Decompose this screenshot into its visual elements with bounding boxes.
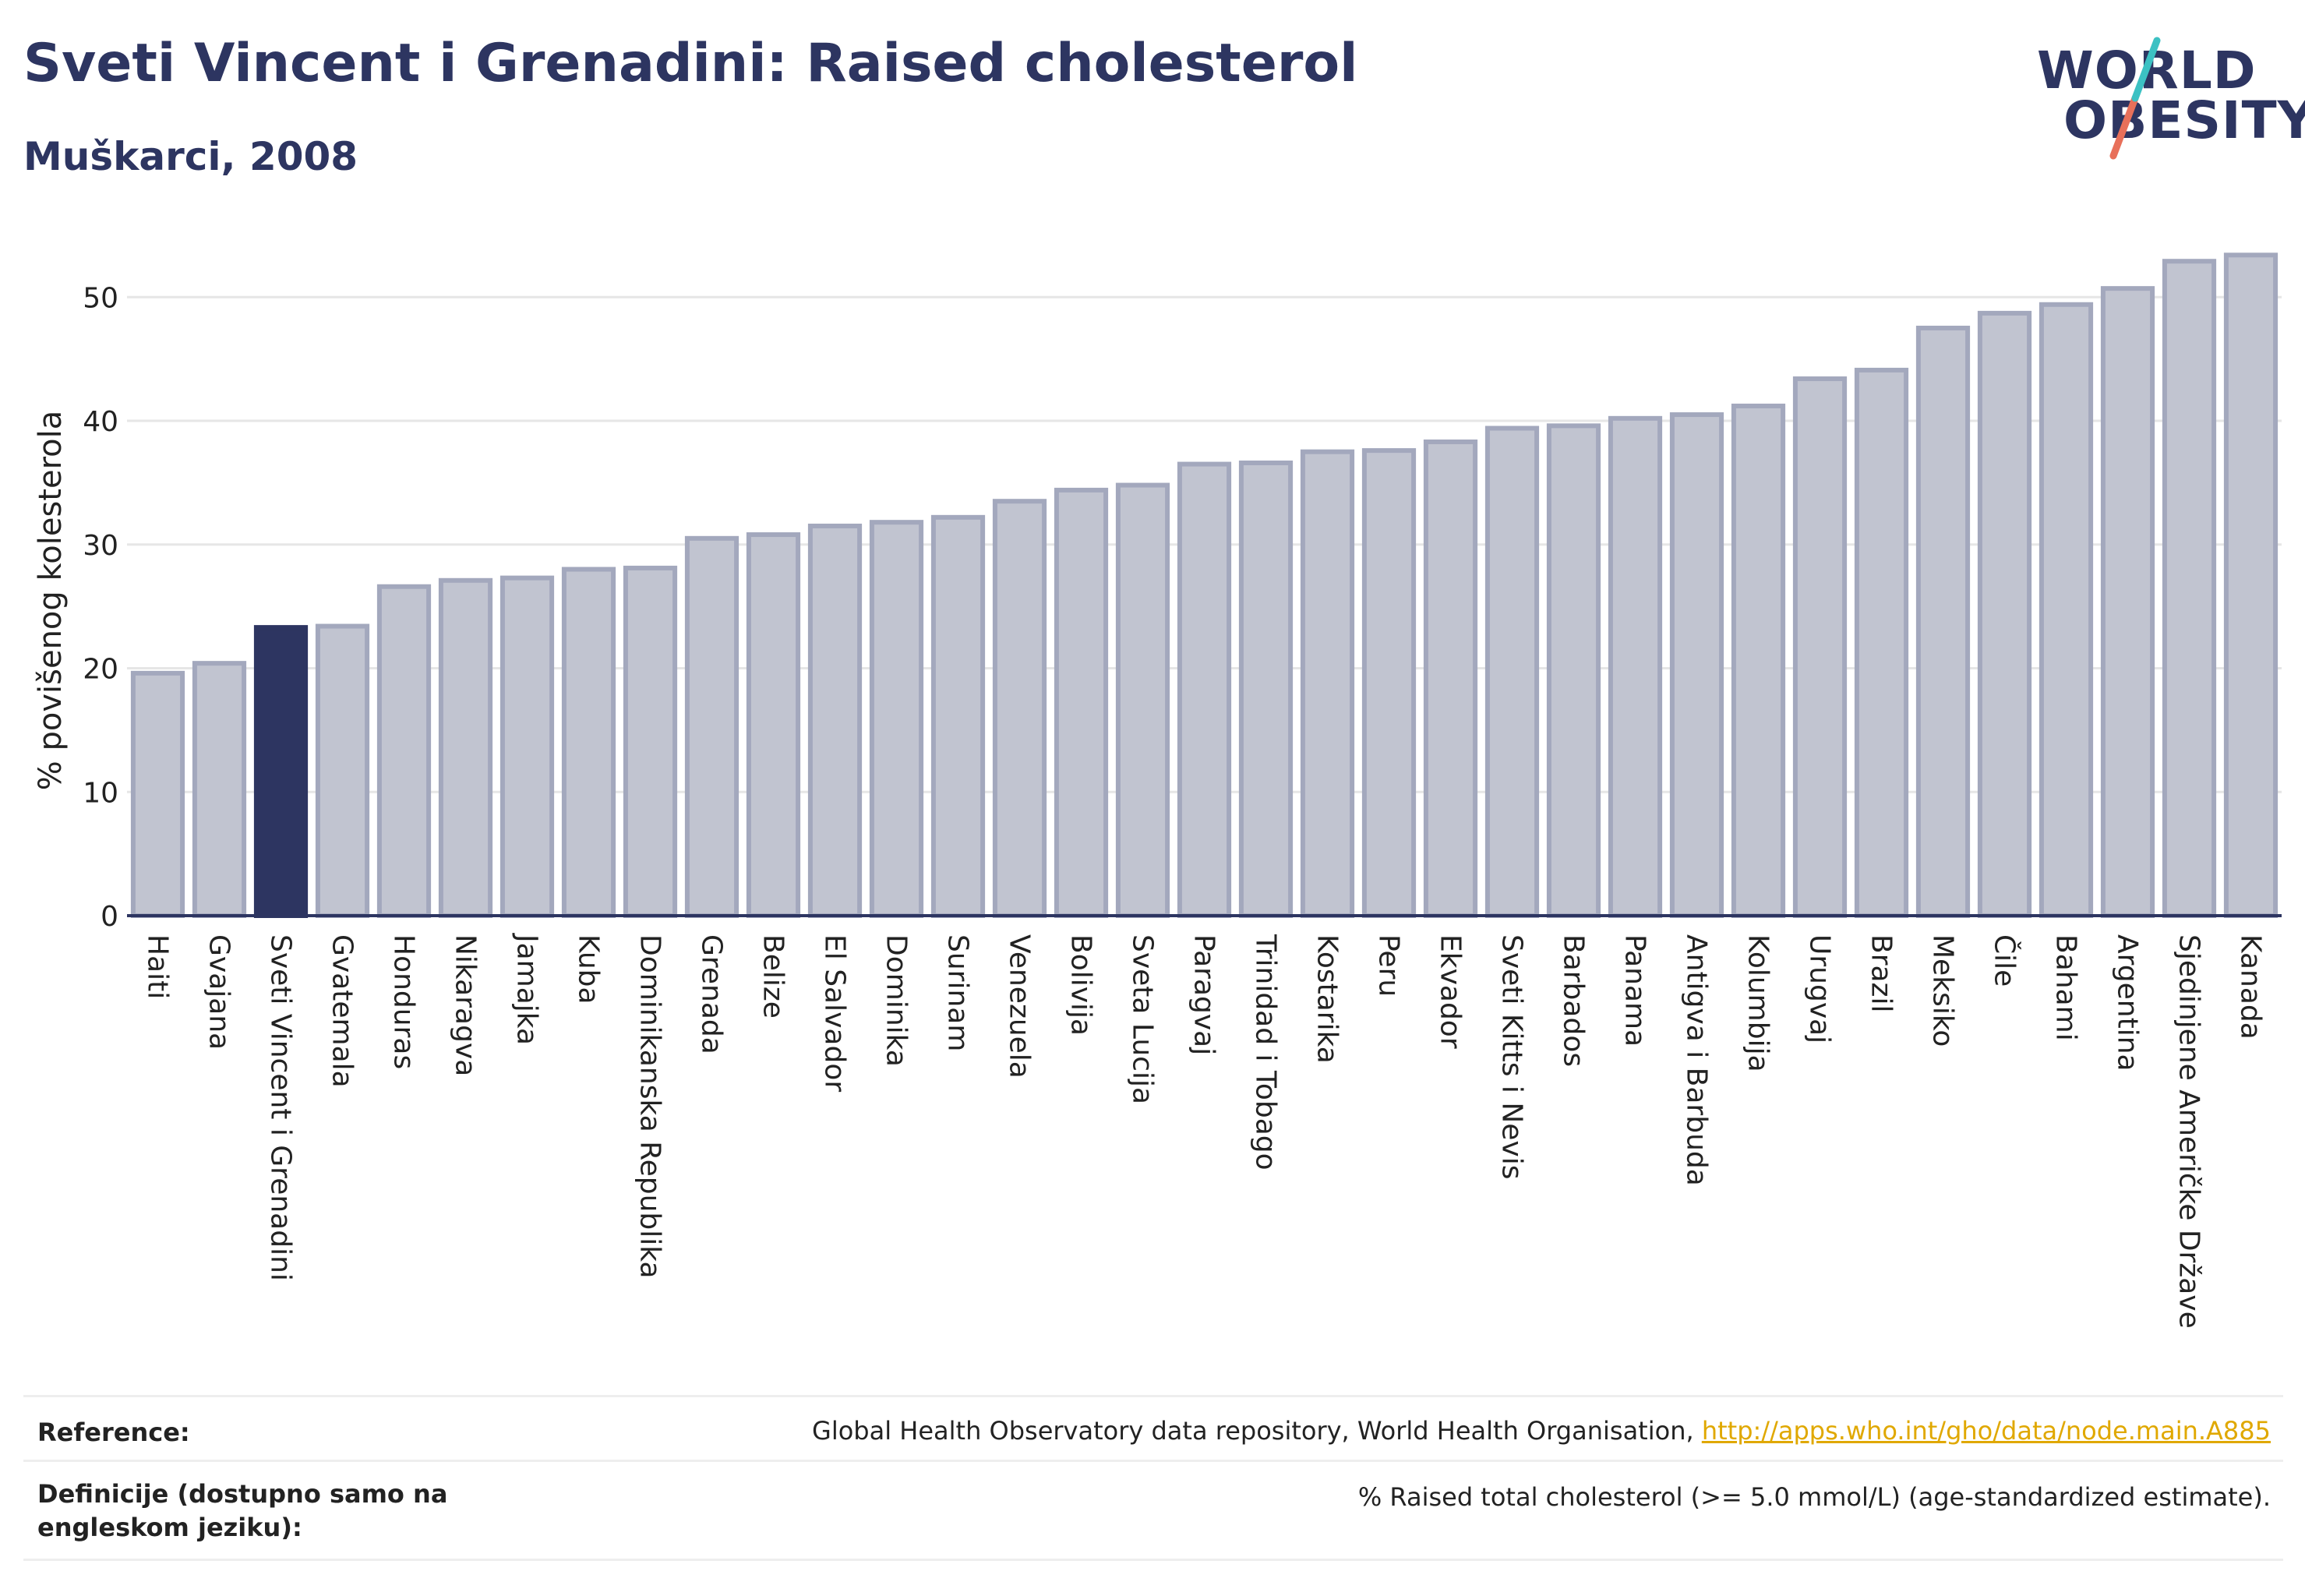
x-category-label: Panama: [1619, 934, 1651, 1047]
bar-haiti[interactable]: [130, 670, 185, 918]
x-category-label: Kanada: [2235, 934, 2267, 1040]
reference-label: Reference:: [37, 1418, 190, 1447]
bar-honduras[interactable]: [376, 584, 432, 918]
x-category-label: Surinam: [942, 934, 974, 1051]
y-tick-label: 30: [83, 530, 118, 562]
logo-line-2: OBESITY: [2063, 90, 2305, 150]
x-category-label: Bahami: [2050, 934, 2082, 1041]
bar-dominika[interactable]: [869, 520, 924, 918]
x-category-label: Sveti Kitts i Nevis: [1496, 934, 1528, 1180]
bar-belize[interactable]: [746, 532, 801, 918]
x-category-label: Ekvador: [1435, 934, 1467, 1049]
bar-meksiko[interactable]: [1915, 325, 1971, 918]
x-category-label: Kolumbija: [1742, 934, 1774, 1072]
x-category-label: Argentina: [2112, 934, 2144, 1072]
x-category-label: Urugvaj: [1804, 934, 1836, 1043]
y-tick-labels: 0 10 20 30 40 50: [83, 282, 118, 933]
bar-venezuela[interactable]: [992, 499, 1047, 918]
x-category-label: Sveti Vincent i Grenadini: [265, 934, 297, 1281]
bar-sveti-kitts-i-nevis[interactable]: [1484, 425, 1540, 918]
x-category-label: Čile: [1989, 934, 2021, 987]
bar-brazil[interactable]: [1854, 367, 1909, 919]
bar-dominikanska-republika[interactable]: [623, 565, 678, 918]
definition-row: Definicije (dostupno samo na engleskom j…: [23, 1460, 2283, 1561]
bar--ile[interactable]: [1977, 310, 2032, 918]
x-category-label: Meksiko: [1927, 934, 1959, 1047]
bar-trinidad-i-tobago[interactable]: [1238, 460, 1294, 919]
bar-barbados[interactable]: [1546, 423, 1601, 919]
bar-grenada[interactable]: [684, 535, 740, 918]
x-category-label: Belize: [757, 934, 789, 1019]
reference-value: Global Health Observatory data repositor…: [812, 1416, 2271, 1446]
x-category-label: Bolivija: [1065, 934, 1097, 1036]
x-category-label: Venezuela: [1004, 934, 1036, 1079]
bar-urugvaj[interactable]: [1792, 376, 1848, 918]
bar-sjedinjene-ameri-ke-dr-ave[interactable]: [2162, 259, 2217, 918]
bar-kolumbija[interactable]: [1731, 403, 1786, 918]
bar-sveta-lucija[interactable]: [1115, 482, 1170, 918]
bar-el-salvador[interactable]: [807, 523, 863, 918]
x-category-label: Haiti: [142, 934, 174, 999]
x-category-label: Nikaragva: [450, 934, 482, 1076]
y-tick-label: 40: [83, 406, 118, 438]
x-category-label: Grenada: [696, 934, 728, 1054]
y-tick-label: 10: [83, 777, 118, 809]
reference-row: Reference: Global Health Observatory dat…: [23, 1395, 2283, 1462]
y-tick-label: 20: [83, 654, 118, 686]
logo-slash-icon: [2109, 37, 2161, 160]
bar-bolivija[interactable]: [1054, 487, 1109, 918]
bar-kuba[interactable]: [561, 567, 616, 918]
bar-sveti-vincent-i-grenadini[interactable]: [253, 625, 309, 918]
bar-antigva-i-barbuda[interactable]: [1669, 412, 1724, 918]
page-subtitle: Muškarci, 2008: [23, 134, 358, 179]
bar-kanada[interactable]: [2223, 252, 2279, 918]
bar-ekvador[interactable]: [1423, 439, 1478, 918]
definition-value: % Raised total cholesterol (>= 5.0 mmol/…: [1357, 1482, 2271, 1512]
reference-link[interactable]: http://apps.who.int/gho/data/node.main.A…: [1701, 1416, 2271, 1446]
x-category-label: Gvatemala: [327, 934, 358, 1088]
x-category-label: Dominika: [881, 934, 912, 1067]
x-category-label: Jamajka: [511, 933, 543, 1045]
bar-jamajka[interactable]: [499, 575, 555, 918]
definition-label: Definicije (dostupno samo na engleskom j…: [37, 1479, 448, 1543]
y-axis-label: % povišenog kolesterola: [33, 411, 69, 790]
x-category-label: Dominikanska Republika: [634, 934, 666, 1279]
x-category-label: Honduras: [388, 934, 420, 1069]
x-category-label: Brazil: [1866, 934, 1897, 1012]
bar-paragvaj[interactable]: [1177, 461, 1232, 918]
bar-panama[interactable]: [1608, 415, 1663, 918]
x-category-label: Trinidad i Tobago: [1250, 934, 1282, 1171]
bar-nikaragva[interactable]: [438, 577, 493, 918]
x-category-label: Paragvaj: [1188, 934, 1220, 1055]
bar-gvatemala[interactable]: [315, 623, 370, 919]
bar-gvajana[interactable]: [192, 661, 247, 919]
y-tick-label: 50: [83, 282, 118, 314]
reference-text: Global Health Observatory data repositor…: [812, 1416, 1702, 1446]
y-tick-label: 0: [101, 901, 118, 933]
x-category-label: Kuba: [573, 934, 605, 1005]
x-category-label: Barbados: [1558, 934, 1590, 1067]
x-category-label: Sveta Lucija: [1127, 934, 1159, 1104]
x-category-label: Antigva i Barbuda: [1681, 934, 1713, 1186]
bar-kostarika[interactable]: [1300, 449, 1355, 918]
x-category-label: Kostarika: [1311, 934, 1343, 1064]
page-title: Sveti Vincent i Grenadini: Raised choles…: [23, 33, 1358, 94]
bar-peru[interactable]: [1361, 448, 1417, 919]
bar-chart: 0 10 20 30 40 50 Haiti Gvajana Sveti Vincent i …: [33, 252, 2282, 1329]
bar-argentina[interactable]: [2100, 286, 2155, 918]
x-category-label: Gvajana: [203, 934, 235, 1050]
bars: [130, 252, 2279, 919]
bar-bahami[interactable]: [2038, 302, 2094, 918]
x-category-label: Sjedinjene Američke Države: [2173, 934, 2205, 1329]
world-obesity-logo: WORLD OBESITY: [2026, 31, 2305, 164]
x-category-labels: Haiti Gvajana Sveti Vincent i Grenadini Gva…: [142, 933, 2267, 1329]
bar-surinam[interactable]: [930, 514, 986, 918]
x-category-label: El Salvador: [819, 934, 851, 1092]
x-category-label: Peru: [1373, 934, 1405, 997]
